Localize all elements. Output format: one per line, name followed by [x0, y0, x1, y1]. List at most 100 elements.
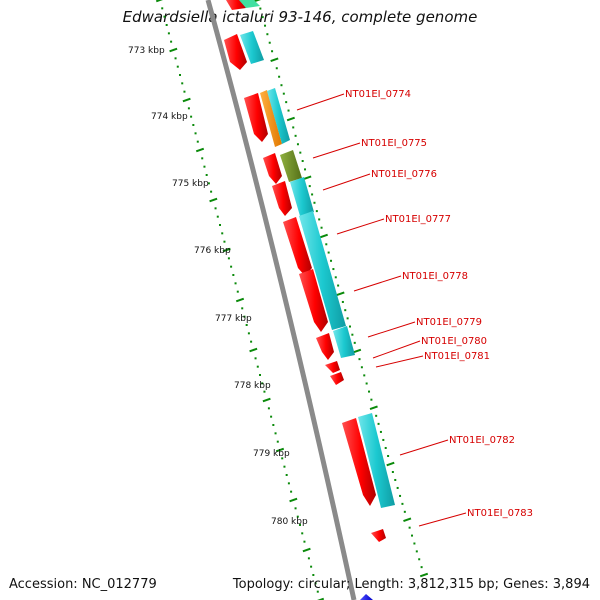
- cds-feature[interactable]: [272, 181, 292, 216]
- track-dot: [391, 470, 394, 473]
- track-major-dash: [249, 347, 258, 353]
- accession-text: Accession: NC_012779: [9, 577, 157, 592]
- cds-feature[interactable]: [316, 333, 334, 360]
- track-dot: [219, 224, 221, 226]
- gene-label[interactable]: NT01EI_0774: [345, 89, 411, 100]
- track-dot: [207, 182, 210, 185]
- cog-feature[interactable]: [358, 413, 395, 508]
- cog-feature[interactable]: [240, 31, 264, 64]
- track-dot: [287, 109, 290, 112]
- track-major-dash: [336, 291, 345, 297]
- track-dot: [227, 257, 230, 260]
- cog-feature[interactable]: [333, 326, 355, 358]
- track-dot: [394, 478, 397, 481]
- track-dot: [271, 50, 274, 53]
- track-dot: [330, 259, 333, 262]
- kbp-label-780: 780 kbp: [271, 517, 308, 527]
- track-dot: [278, 75, 281, 78]
- track-dot: [183, 90, 186, 93]
- gene-label[interactable]: NT01EI_0781: [424, 351, 490, 362]
- track-major-dash: [315, 597, 325, 600]
- track-dot: [403, 510, 406, 513]
- gene-label[interactable]: NT01EI_0778: [402, 271, 468, 282]
- track-dot: [276, 440, 279, 443]
- cds-track: [224, 0, 386, 542]
- track-dot: [301, 160, 304, 163]
- track-dot: [396, 486, 399, 489]
- track-dot: [267, 407, 270, 410]
- cds-feature[interactable]: [224, 34, 247, 70]
- cds-feature[interactable]: [299, 269, 328, 332]
- cds-feature[interactable]: [263, 153, 282, 184]
- cds-feature-blue[interactable]: [360, 594, 373, 600]
- cog-feature[interactable]: [267, 88, 290, 144]
- gene-label[interactable]: NT01EI_0776: [371, 169, 437, 180]
- track-dot: [344, 309, 347, 312]
- track-major-dash: [303, 175, 312, 181]
- track-dot: [261, 16, 264, 19]
- track-dot: [179, 74, 181, 76]
- track-dot: [274, 432, 277, 435]
- track-dot: [170, 40, 173, 43]
- track-dot: [187, 107, 190, 110]
- track-dot: [377, 422, 380, 425]
- cds-feature[interactable]: [371, 529, 386, 542]
- track-dot: [327, 251, 330, 254]
- track-major-dash: [222, 247, 231, 253]
- track-dot: [259, 7, 262, 10]
- cog-feature[interactable]: [239, 0, 260, 8]
- track-dot: [232, 274, 235, 276]
- track-dot: [214, 207, 217, 210]
- cog-feature-orange[interactable]: [260, 90, 282, 147]
- gene-labels: NT01EI_0774 NT01EI_0775 NT01EI_0776 NT01…: [345, 89, 533, 519]
- track-dot: [320, 226, 323, 229]
- track-dot: [205, 174, 208, 176]
- track-dot: [312, 574, 315, 576]
- track-dot: [382, 438, 385, 441]
- track-dot: [259, 374, 261, 376]
- track-dot: [266, 33, 269, 36]
- track-dot: [282, 92, 285, 95]
- track-dot: [358, 358, 361, 361]
- cog-feature[interactable]: [299, 211, 346, 330]
- track-dot: [194, 132, 197, 135]
- track-dot: [161, 7, 164, 10]
- cds-feature[interactable]: [342, 418, 376, 506]
- track-major-dash: [253, 0, 263, 3]
- gene-label[interactable]: NT01EI_0777: [385, 214, 451, 225]
- cds-feature[interactable]: [325, 361, 340, 373]
- track-dot: [310, 565, 313, 568]
- track-major-dash: [275, 447, 285, 453]
- cog-feature[interactable]: [290, 177, 314, 216]
- gene-label[interactable]: NT01EI_0775: [361, 138, 427, 149]
- cds-feature[interactable]: [330, 372, 344, 385]
- track-dot: [313, 201, 316, 204]
- track-dot: [415, 550, 418, 553]
- cds-feature[interactable]: [226, 0, 246, 10]
- track-major-dash: [369, 405, 378, 411]
- track-dot: [334, 276, 337, 279]
- cds-feature[interactable]: [283, 217, 312, 276]
- track-dot: [216, 215, 219, 218]
- cog-track: [239, 0, 395, 600]
- track-major-dash: [182, 97, 191, 103]
- track-dot: [311, 193, 314, 196]
- kbp-label-775: 775 kbp: [172, 179, 209, 189]
- cog-feature-olive[interactable]: [280, 150, 302, 182]
- track-dot: [167, 32, 170, 35]
- track-dot: [308, 185, 311, 188]
- gene-label[interactable]: NT01EI_0780: [421, 336, 487, 347]
- track-dot: [348, 325, 351, 328]
- track-dot: [304, 168, 307, 171]
- track-dot: [325, 243, 328, 246]
- track-dot: [303, 540, 306, 543]
- genome-stats-text: Topology: circular; Length: 3,812,315 bp…: [232, 577, 590, 592]
- genome-backbone: [205, 0, 357, 600]
- track-major-dash: [353, 348, 362, 354]
- gene-label[interactable]: NT01EI_0783: [467, 508, 533, 519]
- cds-feature[interactable]: [244, 93, 268, 142]
- track-dot: [236, 290, 239, 293]
- gene-label[interactable]: NT01EI_0779: [416, 317, 482, 328]
- gene-label[interactable]: NT01EI_0782: [449, 435, 515, 446]
